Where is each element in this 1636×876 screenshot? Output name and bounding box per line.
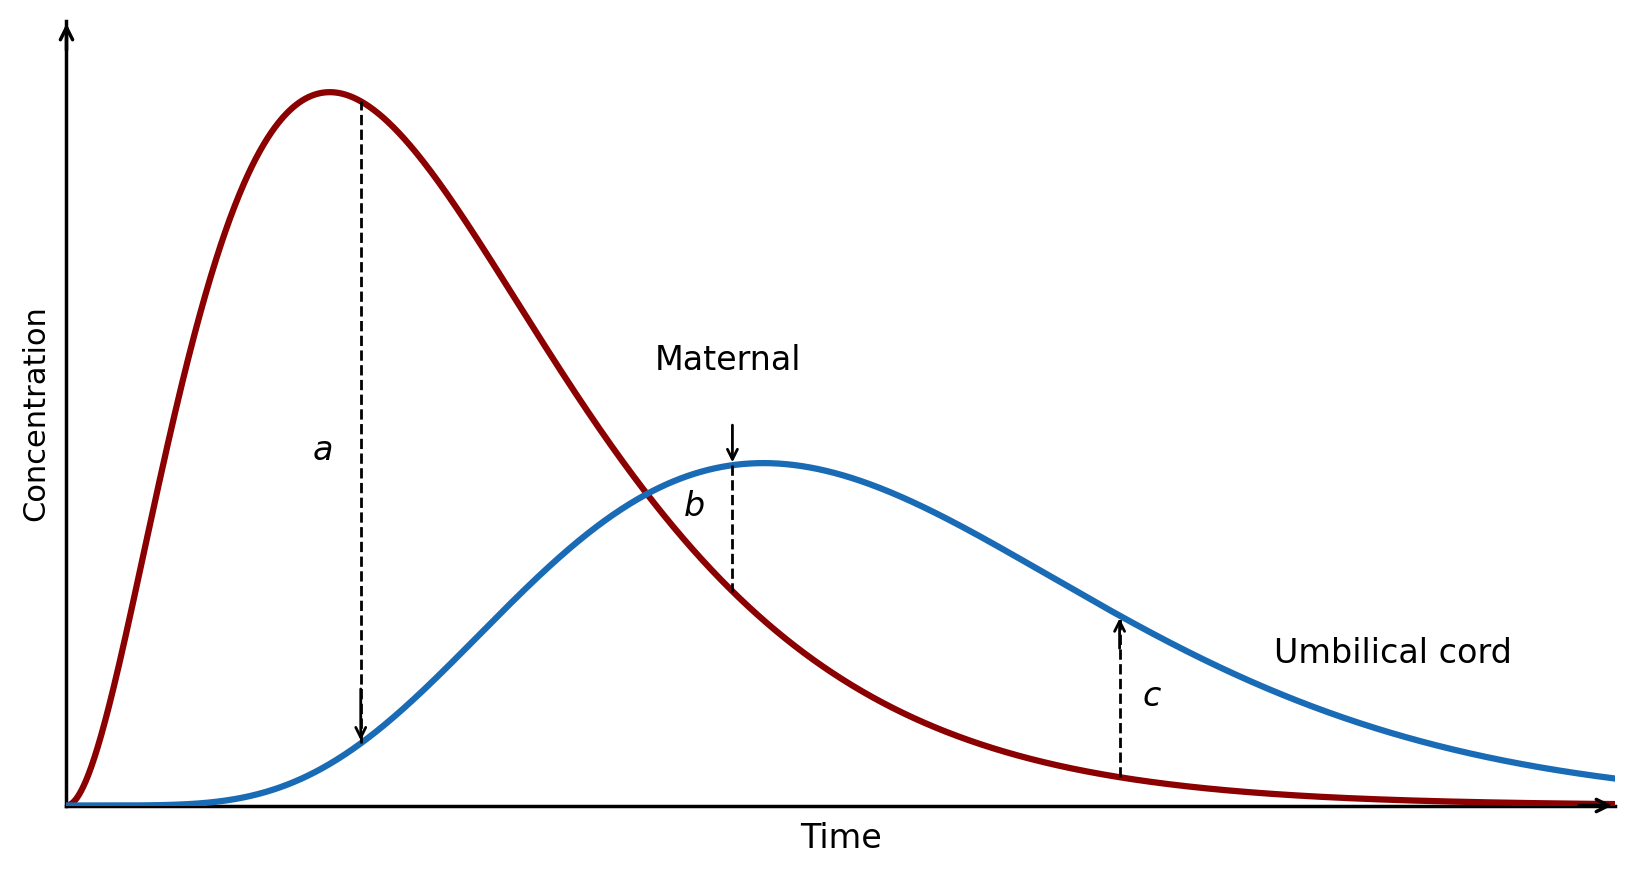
Text: c: c <box>1144 680 1162 713</box>
Text: b: b <box>684 491 705 524</box>
X-axis label: Time: Time <box>800 823 882 855</box>
Y-axis label: Concentration: Concentration <box>21 305 49 521</box>
Text: a: a <box>312 434 332 467</box>
Text: Umbilical cord: Umbilical cord <box>1274 637 1512 670</box>
Text: Maternal: Maternal <box>654 344 802 377</box>
